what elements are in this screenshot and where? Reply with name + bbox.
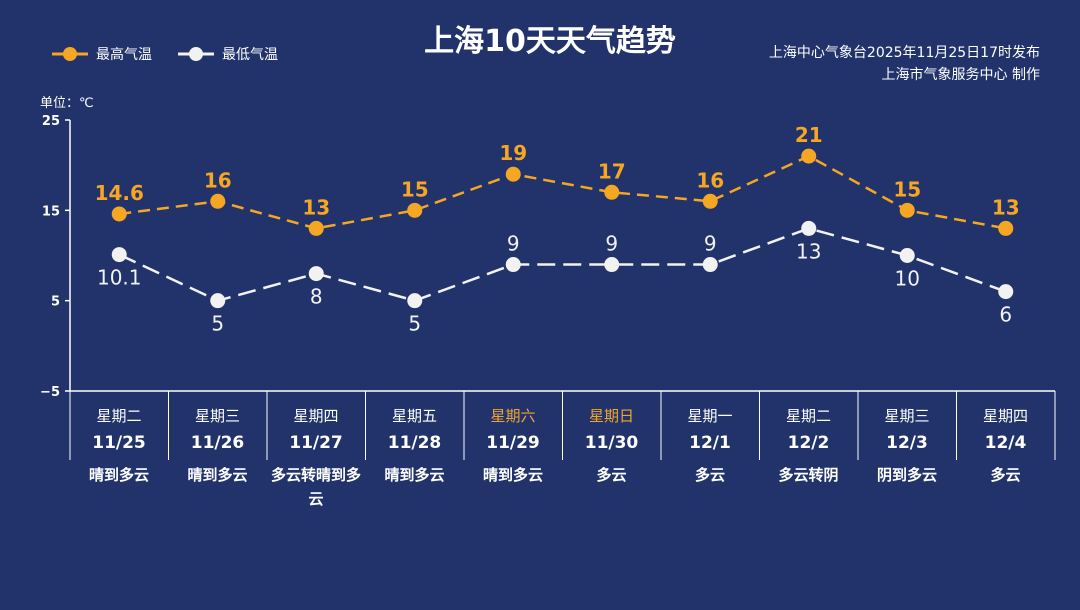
weekday-label: 星期四 <box>982 407 1028 425</box>
x-tick-label: 12/2 <box>787 433 830 453</box>
data-label-high: 16 <box>696 168 724 192</box>
weekday-label: 星期四 <box>293 407 339 425</box>
data-point-high <box>998 220 1014 236</box>
series-line-low <box>118 227 1007 302</box>
data-label-high: 15 <box>893 177 921 201</box>
data-point-low <box>407 293 423 309</box>
source-line-2: 上海市气象服务中心 制作 <box>881 67 1040 83</box>
legend-label-low: 最低气温 <box>222 47 278 63</box>
weather-condition: 阴到多云 <box>876 466 937 484</box>
source-line-1: 上海中心气象台2025年11月25日17时发布 <box>768 45 1040 61</box>
chart-title: 上海10天天气趋势 <box>424 24 676 59</box>
data-label-low: 9 <box>507 232 520 256</box>
data-point-high <box>702 193 718 209</box>
data-point-high <box>407 202 423 218</box>
weekday-label: 星期六 <box>490 407 536 425</box>
weather-condition: 晴到多云 <box>482 466 543 484</box>
y-tick-label: 5 <box>51 295 60 310</box>
data-label-low: 5 <box>408 312 421 336</box>
data-point-low <box>604 257 620 273</box>
data-label-low: 10.1 <box>97 266 142 290</box>
x-tick-label: 11/26 <box>190 433 245 453</box>
data-label-high: 19 <box>499 141 527 165</box>
legend-marker-low <box>178 47 214 61</box>
data-label-high: 15 <box>401 177 429 201</box>
data-label-low: 10 <box>895 267 920 291</box>
data-label-high: 13 <box>302 195 330 219</box>
weekday-label: 星期五 <box>391 407 437 425</box>
data-label-high: 21 <box>795 123 823 147</box>
weekday-label: 星期日 <box>588 407 634 425</box>
data-point-high <box>505 166 521 182</box>
series-line-high <box>119 154 1006 230</box>
y-tick-label: 25 <box>42 114 60 129</box>
data-label-low: 9 <box>605 232 618 256</box>
data-label-low: 6 <box>999 303 1012 327</box>
x-tick-label: 12/4 <box>984 433 1027 453</box>
data-point-high <box>604 184 620 200</box>
weekday-label: 星期一 <box>687 407 733 425</box>
x-tick-label: 12/3 <box>886 433 928 453</box>
x-tick-label: 11/25 <box>92 433 146 453</box>
data-point-low <box>111 247 127 263</box>
weather-condition: 多云转晴到多云 <box>271 466 362 508</box>
x-tick-label: 11/28 <box>387 433 442 453</box>
data-point-high <box>899 202 915 218</box>
data-point-low <box>702 257 718 273</box>
data-point-high <box>210 193 226 209</box>
data-label-high: 16 <box>204 168 232 192</box>
data-point-low <box>998 284 1014 300</box>
data-point-low <box>899 248 915 263</box>
data-point-high <box>308 220 324 236</box>
data-label-low: 13 <box>796 239 821 263</box>
weather-condition: 多云 <box>596 466 627 484</box>
data-point-high <box>801 148 817 164</box>
legend-item-low: 最低气温 <box>178 44 278 64</box>
x-tick-label: 12/1 <box>689 433 731 453</box>
y-tick-label: 15 <box>42 204 60 219</box>
data-label-low: 9 <box>704 232 717 256</box>
data-point-high <box>111 206 127 222</box>
x-tick-label: 11/29 <box>486 433 540 453</box>
weekday-label: 星期二 <box>96 407 142 425</box>
data-point-low <box>801 220 817 236</box>
data-label-high: 14.6 <box>95 181 144 205</box>
data-label-low: 5 <box>211 312 224 336</box>
source-info: 上海中心气象台2025年11月25日17时发布 上海市气象服务中心 制作 <box>769 42 1040 86</box>
weekday-label: 星期三 <box>194 407 240 425</box>
data-label-high: 13 <box>992 195 1020 219</box>
legend: 最高气温 最低气温 <box>52 44 278 64</box>
weather-condition: 多云转阴 <box>778 466 839 484</box>
data-label-low: 8 <box>310 285 323 309</box>
weekday-label: 星期三 <box>884 407 930 425</box>
y-tick-label: −5 <box>40 385 60 400</box>
legend-marker-high <box>52 47 88 61</box>
weather-condition: 多云 <box>694 466 725 484</box>
weather-condition: 多云 <box>990 466 1021 484</box>
unit-label: 单位：℃ <box>40 96 94 111</box>
weather-condition: 晴到多云 <box>187 466 248 484</box>
x-tick-label: 11/30 <box>584 433 639 453</box>
data-point-low <box>308 266 324 282</box>
legend-label-high: 最高气温 <box>96 47 152 63</box>
data-point-low <box>505 257 521 273</box>
weekday-label: 星期二 <box>785 407 831 425</box>
data-point-low <box>210 293 226 309</box>
legend-item-high: 最高气温 <box>52 44 152 64</box>
x-tick-label: 11/27 <box>289 433 343 453</box>
data-label-high: 17 <box>598 159 626 183</box>
weather-condition: 晴到多云 <box>88 466 149 484</box>
weather-condition: 晴到多云 <box>384 466 445 484</box>
